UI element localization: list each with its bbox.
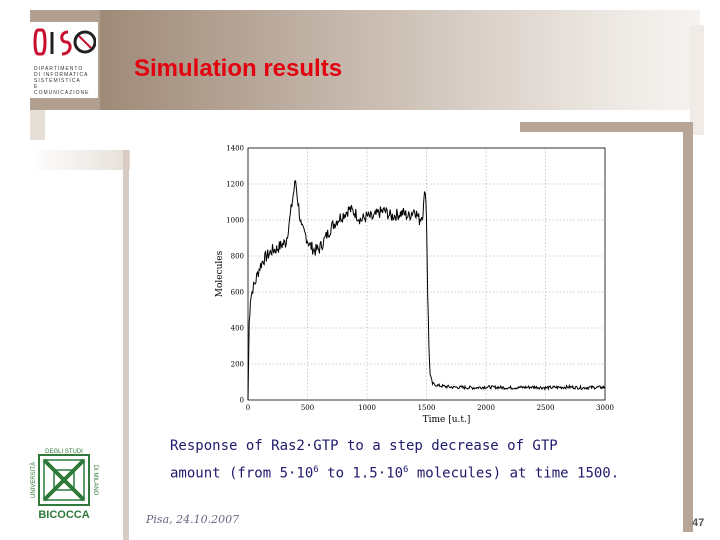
y-tick-label: 600 [231,289,244,297]
disco-logo-icon [33,28,96,56]
bicocca-logo: DEGLI STUDI UNIVERSITÀ DI MILANO BICOCCA [27,445,101,521]
y-axis-label: Molecules [215,250,225,297]
frame-accent [30,110,45,140]
header-right-accent [690,25,704,135]
slide-title: Simulation results [134,55,343,82]
page-number: 47 [692,517,705,529]
disco-logo: DIPARTIMENTO DI INFORMATICA SISTEMISTICA… [30,22,98,98]
molecules-time-chart: 0 500 1000 1500 2000 2500 3000 0 200 400 600 800 100… [215,145,614,426]
y-tick-label: 200 [231,361,244,369]
x-tick-label: 2500 [537,404,555,412]
caption-line-2: amount (from 5·106 to 1.5·106 molecules)… [170,465,620,482]
x-tick-label: 3000 [596,404,614,412]
bicocca-bottom-text: BICOCCA [38,509,89,521]
header-band [100,10,700,110]
frame-left-rule [123,150,129,540]
frame-right-bar [520,122,693,132]
x-tick-label: 0 [246,404,250,412]
x-axis-label: Time [u.t.] [423,415,471,425]
chart-grid [248,148,605,400]
y-tick-label: 800 [231,253,244,261]
footer-date: Pisa, 24.10.2007 [146,513,240,526]
frame-right-rule [683,132,693,532]
x-tick-label: 1500 [418,404,436,412]
plot-frame [247,147,606,401]
y-tick-label: 1200 [226,181,244,189]
bicocca-right-text: DI MILANO [92,465,98,496]
disco-logo-text: DIPARTIMENTO DI INFORMATICA SISTEMISTICA… [34,66,90,96]
x-tick-label: 1000 [358,404,376,412]
x-tick-label: 500 [301,404,314,412]
chart-ticks: 0 500 1000 1500 2000 2500 3000 0 200 400 600 800 100… [226,145,614,413]
y-tick-label: 0 [240,397,244,405]
series-line-ras2-gtp [247,180,606,401]
x-tick-label: 2000 [477,404,495,412]
frame-left-fade [30,150,130,170]
bicocca-left-text: UNIVERSITÀ [30,462,37,498]
y-tick-label: 400 [231,325,244,333]
caption-line-1: Response of Ras2·GTP to a step decrease … [170,438,558,454]
bicocca-top-text: DEGLI STUDI [45,449,83,455]
y-tick-label: 1400 [226,145,244,153]
figure-caption: Response of Ras2·GTP to a step decrease … [170,434,670,486]
y-tick-label: 1000 [226,217,244,225]
